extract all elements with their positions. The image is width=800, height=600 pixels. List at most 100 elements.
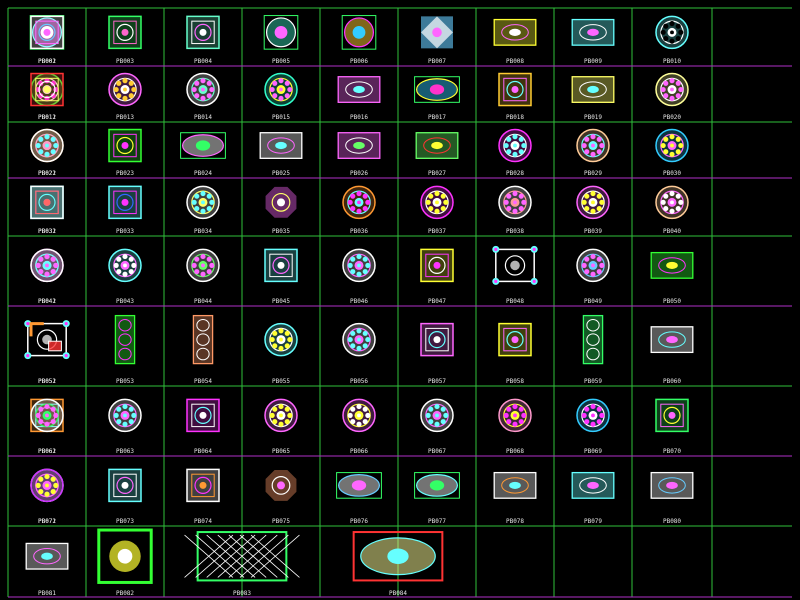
tile-label: PB058 [506, 378, 524, 385]
tile-pb065: PB065 [264, 398, 298, 455]
tile-pb026: PB026 [337, 132, 381, 177]
tile-label: PB066 [350, 448, 368, 455]
tile-pb028: PB028 [498, 128, 532, 177]
tile-pb060: PB060 [650, 326, 694, 385]
tile-pb014: PB014 [186, 72, 220, 121]
tile-pb052: PB052 [29, 322, 62, 385]
tile-pb033: PB033 [108, 185, 142, 235]
tile-label: PB026 [350, 170, 368, 177]
tile-label: PB051 [38, 378, 56, 385]
tile-label: PB077 [428, 518, 446, 525]
tile-label: PB006 [350, 58, 368, 65]
tile-label: PB002 [38, 58, 56, 65]
tile-pb015: PB015 [264, 72, 298, 121]
tile-pb036: PB036 [342, 185, 376, 235]
tile-pb029: PB029 [576, 128, 610, 177]
tile-pb025: PB025 [259, 132, 303, 177]
tile-label: PB042 [38, 298, 56, 305]
tile-pb004: PB004 [186, 15, 220, 65]
tile-pb002: PB002 [30, 15, 64, 65]
tile-pb045: PB045 [264, 248, 298, 305]
tile-pb005: PB005 [263, 15, 299, 65]
tile-pb063: PB063 [108, 398, 142, 455]
tile-pb082: PB082 [97, 528, 153, 597]
tile-label: PB064 [194, 448, 212, 455]
grid-lines [7, 7, 792, 598]
tile-pb042: PB042 [30, 248, 64, 305]
tile-label: PB043 [116, 298, 134, 305]
tile-pb039: PB039 [576, 185, 610, 235]
tile-label: PB028 [506, 170, 524, 177]
tile-label: PB079 [584, 518, 602, 525]
tile-label: PB037 [428, 228, 446, 235]
tile-label: PB081 [38, 590, 56, 597]
tile-label: PB068 [506, 448, 524, 455]
tile-label: PB011 [38, 114, 56, 121]
tile-label: PB063 [116, 448, 134, 455]
tile-label: PB007 [428, 58, 446, 65]
tile-label: PB009 [584, 58, 602, 65]
tile-pb030: PB030 [655, 128, 689, 177]
tile-pb057: PB057 [420, 322, 454, 385]
tile-label: PB012 [38, 114, 56, 121]
tile-label: PB082 [116, 590, 134, 597]
tile-label: PB070 [663, 448, 681, 455]
tile-pb019: PB019 [571, 76, 615, 121]
tile-pb007: PB007 [421, 16, 453, 65]
tile-label: PB078 [506, 518, 524, 525]
tile-pb020: PB020 [655, 72, 689, 121]
tile-pb003: PB003 [108, 15, 142, 65]
tile-pb054: PB054 [192, 314, 214, 385]
tile-pb023: PB023 [108, 128, 142, 177]
tile-label: PB023 [116, 170, 134, 177]
tile-pb044: PB044 [186, 248, 220, 305]
tile-pb069: PB069 [576, 398, 610, 455]
tile-pb043: PB043 [108, 248, 142, 305]
tile-pb068: PB068 [498, 398, 532, 455]
tile-pb012: PB012 [30, 72, 64, 121]
tile-label: PB065 [272, 448, 290, 455]
tile-label: PB003 [116, 58, 134, 65]
tile-label: PB024 [194, 170, 212, 177]
tile-label: PB013 [116, 114, 134, 121]
tile-label: PB061 [38, 448, 56, 455]
tile-label: PB025 [272, 170, 290, 177]
tile-label: PB050 [663, 298, 681, 305]
tile-pb049: PB049 [576, 248, 610, 305]
tile-pb048: PB048 [492, 245, 538, 305]
tile-label: PB053 [116, 378, 134, 385]
tile-label: PB016 [350, 114, 368, 121]
tile-label: PB059 [584, 378, 602, 385]
tile-pb078: PB078 [493, 471, 537, 525]
tile-pb047: PB047 [420, 248, 454, 305]
tile-pb038: PB038 [498, 185, 532, 235]
tile-label: PB034 [194, 228, 212, 235]
tile-label: PB069 [584, 448, 602, 455]
tile-pb080: PB080 [650, 471, 694, 525]
tile-pb066: PB066 [342, 398, 376, 455]
tile-pb040: PB040 [655, 185, 689, 235]
tile-label: PB005 [272, 58, 290, 65]
tile-label: PB056 [350, 378, 368, 385]
tile-label: PB032 [38, 228, 56, 235]
tile-label: PB075 [272, 518, 290, 525]
tile-label: PB074 [194, 518, 212, 525]
tile-label: PB035 [272, 228, 290, 235]
tile-pb070: PB070 [655, 398, 689, 455]
tile-label: PB044 [194, 298, 212, 305]
tile-label: PB020 [663, 114, 681, 121]
tile-pb077: PB077 [414, 472, 460, 525]
tile-label: PB036 [350, 228, 368, 235]
tile-label: PB040 [663, 228, 681, 235]
tile-label: PB004 [194, 58, 212, 65]
tile-pb073: PB073 [108, 468, 142, 525]
tile-label: PB017 [428, 114, 446, 121]
tile-pb016: PB016 [337, 76, 381, 121]
tile-pb056: PB056 [342, 322, 376, 385]
tile-label: PB067 [428, 448, 446, 455]
tile-label: PB001 [38, 58, 56, 65]
tile-pb022: PB022 [30, 128, 64, 177]
tile-pb051: PB051 [24, 320, 70, 385]
